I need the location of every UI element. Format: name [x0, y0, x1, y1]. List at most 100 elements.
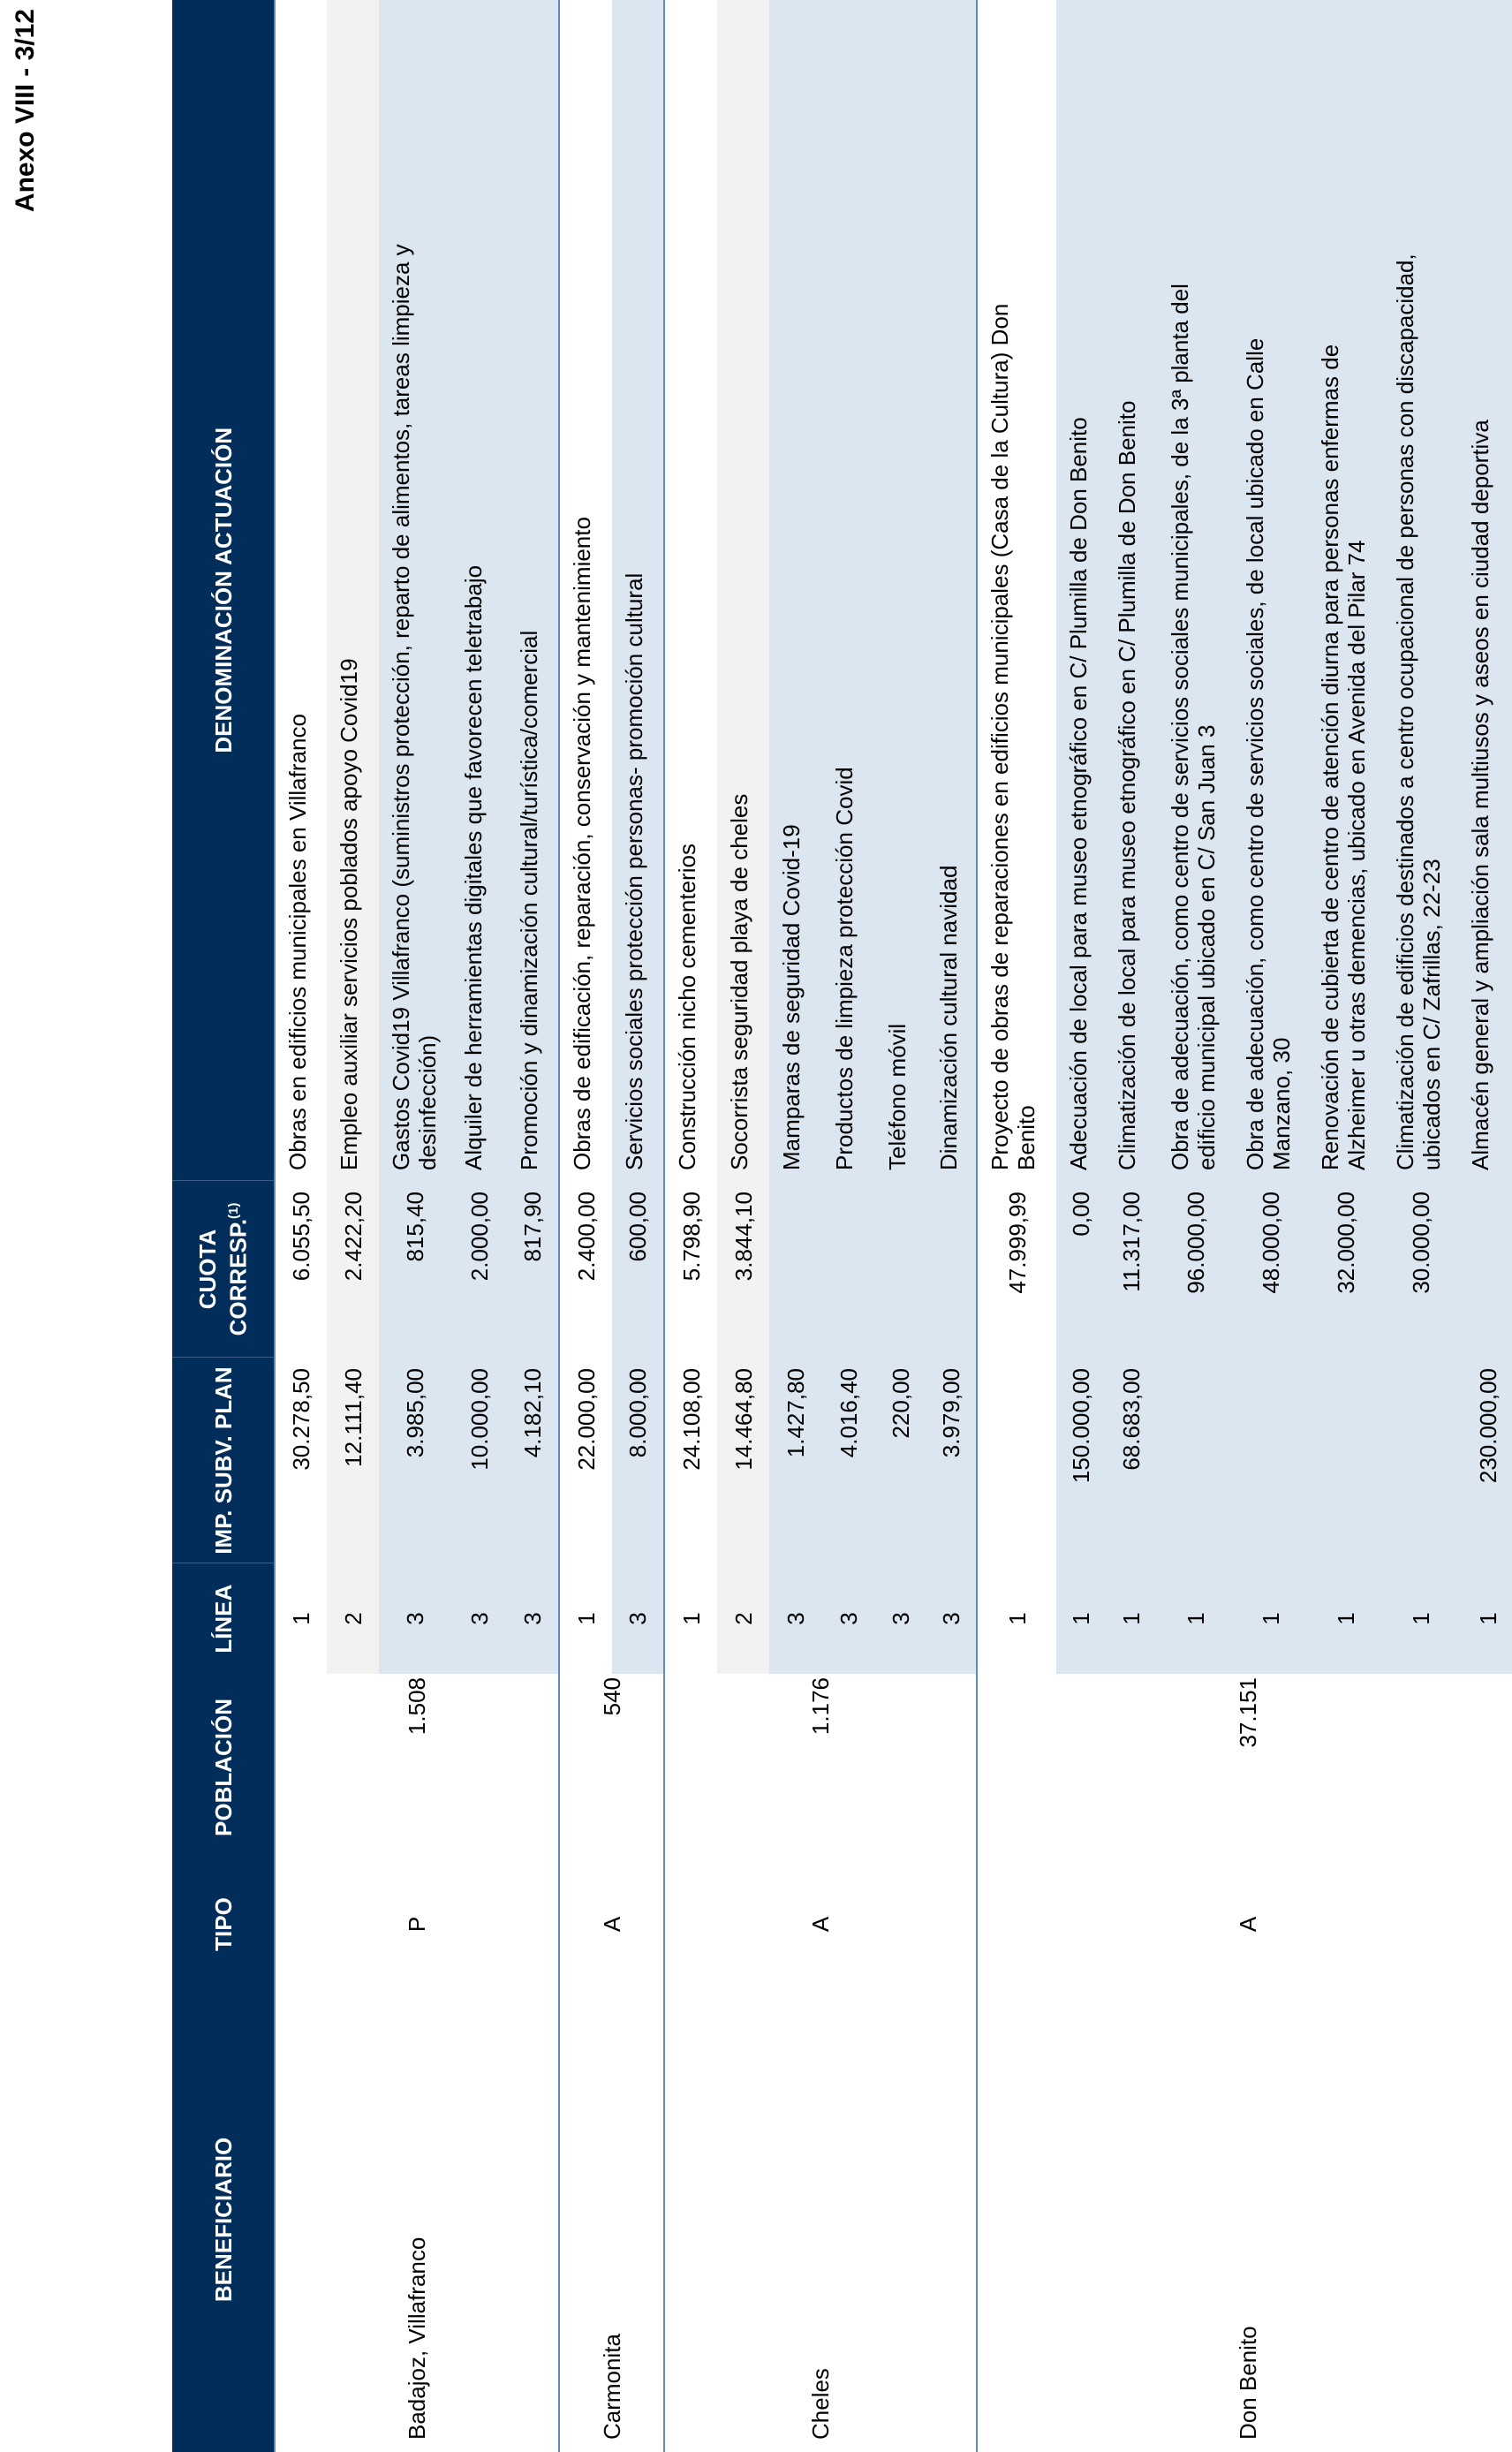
table-body: Badajoz, Villafranco P 1.508 1 30.278,50 6.05… [275, 0, 1512, 2452]
header-poblacion: POBLACIÓN [172, 1674, 275, 1861]
linea-cell: 1 [664, 1563, 717, 1674]
cuota-cell [926, 1181, 977, 1358]
imp-cell [1158, 1358, 1233, 1563]
cuota-cell [1458, 1181, 1512, 1358]
tipo-cell: A [977, 1861, 1512, 1987]
imp-cell: 230.000,00 [1458, 1358, 1512, 1563]
denominacion-cell: Renovación de cubierta de centro de aten… [1308, 0, 1383, 1181]
cuota-cell: 11.317,00 [1105, 1181, 1158, 1358]
cuota-cell: 2.422,20 [327, 1181, 379, 1358]
imp-cell: 24.108,00 [664, 1358, 717, 1563]
imp-cell: 22.000,00 [559, 1358, 612, 1563]
imp-cell: 150.000,00 [1056, 1358, 1105, 1563]
table-row: Don Benito A 37.151 1 47.999,99 Proyecto de o… [977, 0, 1512, 2452]
linea-cell: 2 [327, 1563, 379, 1674]
linea-cell: 1 [1105, 1563, 1158, 1674]
header-row: BENEFICIARIO TIPO POBLACIÓN LÍNEA IMP. S… [172, 0, 275, 2452]
header-tipo: TIPO [172, 1861, 275, 1987]
linea-cell: 3 [507, 1563, 559, 1674]
imp-cell [1308, 1358, 1383, 1563]
linea-cell: 3 [875, 1563, 926, 1674]
imp-cell: 220,00 [875, 1358, 926, 1563]
imp-cell [1383, 1358, 1458, 1563]
cuota-cell: 32.000,00 [1308, 1181, 1383, 1358]
cuota-cell: 815,40 [379, 1181, 451, 1358]
beneficiario-cell: Don Benito [977, 1987, 1512, 2452]
poblacion-cell: 37.151 [977, 1674, 1512, 1861]
denominacion-cell: Obra de adecuación, como centro de servi… [1158, 0, 1233, 1181]
cuota-cell: 0,00 [1056, 1181, 1105, 1358]
tipo-cell: A [664, 1861, 977, 1987]
imp-cell: 3.985,00 [379, 1358, 451, 1563]
imp-cell [977, 1358, 1056, 1563]
header-cuota-note: (1) [226, 1202, 242, 1219]
denominacion-cell: Alquiler de herramientas digitales que f… [451, 0, 507, 1181]
linea-cell: 1 [275, 1563, 327, 1674]
denominacion-cell: Climatización de local para museo etnogr… [1105, 0, 1158, 1181]
linea-cell: 1 [1383, 1563, 1458, 1674]
linea-cell: 3 [822, 1563, 875, 1674]
denominacion-cell: Mamparas de seguridad Covid-19 [769, 0, 822, 1181]
denominacion-cell: Empleo auxiliar servicios poblados apoyo… [327, 0, 379, 1181]
header-cuota: CUOTA CORRESP.(1) [172, 1181, 275, 1358]
header-imp: IMP. SUBV. PLAN [172, 1358, 275, 1563]
denominacion-cell: Servicios sociales protección personas- … [612, 0, 664, 1181]
cuota-cell: 600,00 [612, 1181, 664, 1358]
denominacion-cell: Promoción y dinamización cultural/turíst… [507, 0, 559, 1181]
imp-cell: 1.427,80 [769, 1358, 822, 1563]
poblacion-cell: 1.508 [275, 1674, 559, 1861]
header-denominacion: DENOMINACIÓN ACTUACIÓN [172, 0, 275, 1181]
linea-cell: 3 [612, 1563, 664, 1674]
linea-cell: 1 [1158, 1563, 1233, 1674]
beneficiario-cell: Carmonita [559, 1987, 664, 2452]
imp-cell [1233, 1358, 1308, 1563]
beneficiario-cell: Cheles [664, 1987, 977, 2452]
imp-cell: 10.000,00 [451, 1358, 507, 1563]
linea-cell: 3 [451, 1563, 507, 1674]
cuota-cell [769, 1181, 822, 1358]
denominacion-cell: Obras en edificios municipales en Villaf… [275, 0, 327, 1181]
denominacion-cell: Construcción nicho cementerios [664, 0, 717, 1181]
linea-cell: 1 [977, 1563, 1056, 1674]
denominacion-cell: Adecuación de local para museo etnográfi… [1056, 0, 1105, 1181]
imp-cell: 14.464,80 [717, 1358, 769, 1563]
denominacion-cell: Socorrista seguridad playa de cheles [717, 0, 769, 1181]
denominacion-cell: Obras de edificación, reparación, conser… [559, 0, 612, 1181]
cuota-cell: 96.000,00 [1158, 1181, 1233, 1358]
cuota-cell: 30.000,00 [1383, 1181, 1458, 1358]
table-row: Badajoz, Villafranco P 1.508 1 30.278,50 6.05… [275, 0, 559, 2452]
page-label: Anexo VIII - 3/12 [11, 9, 40, 213]
poblacion-cell: 1.176 [664, 1674, 977, 1861]
linea-cell: 3 [926, 1563, 977, 1674]
linea-cell: 1 [559, 1563, 612, 1674]
linea-cell: 1 [1233, 1563, 1308, 1674]
actions-table: BENEFICIARIO TIPO POBLACIÓN LÍNEA IMP. S… [172, 0, 1512, 2452]
linea-cell: 1 [1056, 1563, 1105, 1674]
beneficiario-cell: Badajoz, Villafranco [275, 1987, 559, 2452]
table-row: Cheles A 1.176 1 24.108,00 5.798,90 Construcci… [664, 0, 977, 2452]
cuota-cell: 47.999,99 [977, 1181, 1056, 1358]
cuota-cell: 817,90 [507, 1181, 559, 1358]
linea-cell: 1 [1458, 1563, 1512, 1674]
denominacion-cell: Climatización de edificios destinados a … [1383, 0, 1458, 1181]
poblacion-cell: 540 [559, 1674, 664, 1861]
header-cuota-label: CUOTA CORRESP. [194, 1218, 252, 1336]
cuota-cell [875, 1181, 926, 1358]
cuota-cell [822, 1181, 875, 1358]
imp-cell: 3.979,00 [926, 1358, 977, 1563]
imp-cell: 30.278,50 [275, 1358, 327, 1563]
linea-cell: 3 [379, 1563, 451, 1674]
imp-cell: 12.111,40 [327, 1358, 379, 1563]
imp-cell: 4.016,40 [822, 1358, 875, 1563]
cuota-cell: 48.000,00 [1233, 1181, 1308, 1358]
header-beneficiario: BENEFICIARIO [172, 1987, 275, 2452]
denominacion-cell: Productos de limpieza protección Covid [822, 0, 875, 1181]
table-row: Carmonita A 540 1 22.000,00 2.400,00 Obras de … [559, 0, 664, 2452]
tipo-cell: A [559, 1861, 664, 1987]
cuota-cell: 6.055,50 [275, 1181, 327, 1358]
imp-cell: 68.683,00 [1105, 1358, 1158, 1563]
denominacion-cell: Proyecto de obras de reparaciones en edi… [977, 0, 1056, 1181]
denominacion-cell: Obra de adecuación, como centro de servi… [1233, 0, 1308, 1181]
cuota-cell: 2.000,00 [451, 1181, 507, 1358]
denominacion-cell: Dinamización cultural navidad [926, 0, 977, 1181]
